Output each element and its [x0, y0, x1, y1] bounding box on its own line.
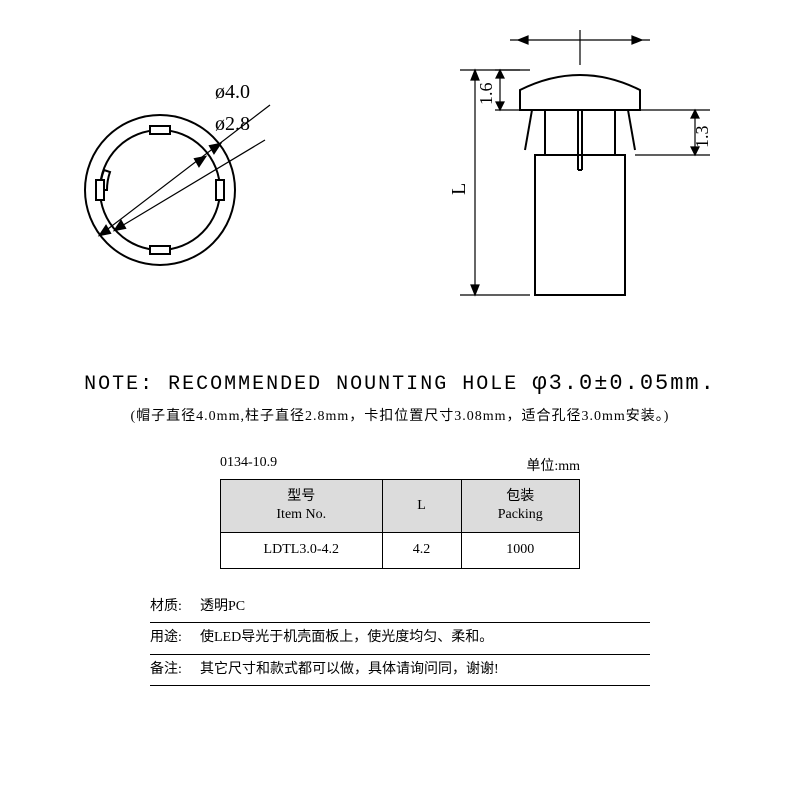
remark-label: 备注: — [150, 657, 200, 684]
th-pack-en: Packing — [466, 506, 575, 524]
dim-cap-label: 1.6 — [476, 83, 496, 106]
table-unit: 单位:mm — [526, 455, 580, 475]
th-pack-cn: 包装 — [466, 488, 575, 506]
spec-table: 型号 Item No. L 包装 Packing LDTL3.0-4.2 4.2… — [220, 479, 580, 569]
usage-value: 使LED导光于机壳面板上，使光度均匀、柔和。 — [200, 625, 650, 652]
material-label: 材质: — [150, 594, 200, 621]
th-L: L — [387, 497, 457, 515]
cell-L: 4.2 — [382, 533, 461, 568]
subnote: (帽子直径4.0mm,柱子直径2.8mm，卡扣位置尺寸3.08mm，适合孔径3.… — [0, 405, 800, 425]
dim-L-label: L — [448, 183, 470, 195]
th-item-en: Item No. — [225, 506, 378, 524]
dim-clip-label: 1.3 — [692, 126, 712, 149]
inner-dia-label: ø2.8 — [215, 113, 250, 135]
technical-drawing: ø4.0 ø2.8 L — [0, 0, 800, 350]
table-code: 0134-10.9 — [220, 455, 277, 475]
cell-item: LDTL3.0-4.2 — [221, 533, 383, 568]
material-value: 透明PC — [200, 594, 650, 621]
th-item-cn: 型号 — [225, 488, 378, 506]
spec-table-wrap: 0134-10.9 单位:mm 型号 Item No. L 包装 Packing… — [220, 455, 580, 569]
note-line: NOTE: RECOMMENDED NOUNTING HOLE φ3.0±0.0… — [0, 370, 800, 397]
table-row: LDTL3.0-4.2 4.2 1000 — [221, 533, 580, 568]
note-value: 3.0±0.05mm. — [549, 371, 716, 396]
note-symbol: φ — [532, 370, 548, 397]
cell-packing: 1000 — [461, 533, 579, 568]
remark-value: 其它尺寸和款式都可以做，具体请询问同，谢谢! — [200, 657, 650, 684]
side-view-drawing: L 1.6 1.3 — [400, 10, 800, 360]
outer-dia-label: ø4.0 — [215, 81, 250, 103]
note-prefix: NOTE: RECOMMENDED NOUNTING HOLE — [84, 373, 532, 396]
info-block: 材质: 透明PC 用途: 使LED导光于机壳面板上，使光度均匀、柔和。 备注: … — [150, 594, 650, 687]
usage-label: 用途: — [150, 625, 200, 652]
top-view-drawing: ø4.0 ø2.8 — [30, 30, 330, 330]
